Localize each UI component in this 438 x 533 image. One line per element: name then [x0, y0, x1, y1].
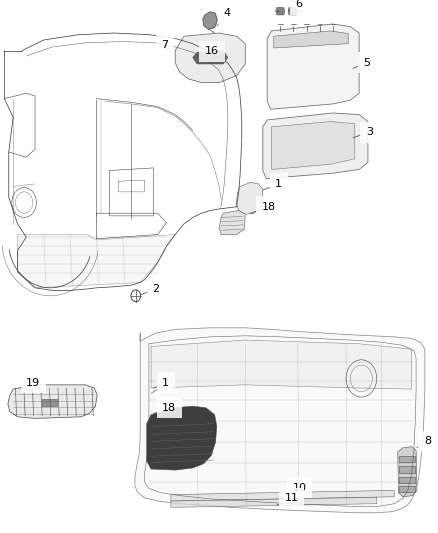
Polygon shape	[171, 490, 394, 501]
Polygon shape	[399, 486, 415, 492]
Text: 7: 7	[161, 41, 168, 50]
Polygon shape	[8, 385, 97, 418]
Text: 1: 1	[263, 179, 282, 190]
Polygon shape	[147, 406, 217, 470]
Text: 6: 6	[288, 0, 303, 11]
Polygon shape	[274, 31, 348, 48]
Polygon shape	[399, 456, 415, 462]
Polygon shape	[288, 7, 297, 15]
Polygon shape	[272, 122, 355, 169]
Text: 18: 18	[154, 403, 176, 414]
Text: 1: 1	[154, 378, 169, 388]
Polygon shape	[18, 235, 175, 288]
Polygon shape	[175, 33, 245, 83]
Text: 16: 16	[197, 46, 219, 58]
Text: 11: 11	[277, 494, 299, 505]
Text: 10: 10	[285, 483, 307, 495]
Text: 3: 3	[353, 127, 373, 138]
Polygon shape	[171, 497, 377, 507]
Polygon shape	[219, 211, 245, 235]
Text: 2: 2	[141, 284, 159, 295]
Polygon shape	[135, 328, 425, 513]
Polygon shape	[151, 340, 412, 389]
Polygon shape	[276, 7, 285, 15]
Polygon shape	[399, 477, 415, 483]
Polygon shape	[203, 12, 217, 29]
Text: 19: 19	[20, 378, 40, 388]
Polygon shape	[398, 447, 417, 497]
Text: 18: 18	[250, 202, 276, 213]
Polygon shape	[237, 182, 263, 214]
Polygon shape	[42, 399, 57, 406]
Text: 8: 8	[417, 437, 431, 448]
Polygon shape	[263, 113, 368, 179]
Polygon shape	[193, 51, 228, 64]
Text: 5: 5	[353, 58, 371, 68]
Text: 4: 4	[217, 9, 230, 26]
Polygon shape	[267, 24, 359, 109]
Polygon shape	[399, 466, 415, 473]
